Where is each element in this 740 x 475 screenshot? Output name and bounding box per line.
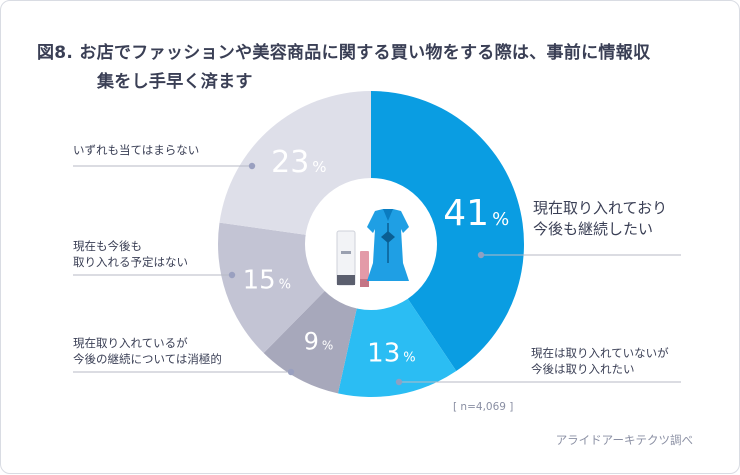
leader-dot-will-adopt — [395, 378, 403, 386]
slice-value-none-apply: 23% — [271, 145, 326, 180]
title-line-1: 図8. お店でファッションや美容商品に関する買い物をする際は、事前に情報収 — [37, 43, 651, 63]
slice-label-none-apply: いずれも当てはまらない — [73, 143, 200, 157]
chart-title: 図8. お店でファッションや美容商品に関する買い物をする際は、事前に情報収 集を… — [37, 39, 650, 97]
slice-value-reluctant: 9% — [304, 327, 334, 355]
fashion-beauty-illustration — [336, 209, 409, 287]
slice-label-no-plan: 現在も今後も 取り入れる予定はない — [73, 239, 188, 269]
slice-label-reluctant: 現在取り入れているが 今後の継続については消極的 — [73, 336, 222, 366]
slice-continue — [371, 91, 524, 372]
slice-label-continue: 現在取り入れており 今後も継続したい — [533, 199, 668, 238]
leader-dot-none-apply — [248, 162, 256, 170]
leader-dot-reluctant — [287, 368, 295, 376]
donut-hole — [305, 178, 437, 310]
slice-value-will-adopt: 13% — [367, 338, 415, 368]
slice-label-will-adopt: 現在は取り入れていないが 今後は取り入れたい — [531, 346, 669, 376]
leader-dot-no-plan — [228, 271, 236, 279]
leader-dot-continue — [477, 251, 485, 259]
slice-value-continue: 41% — [443, 193, 509, 234]
source-credit: アライドアーキテクツ調べ — [555, 433, 693, 447]
slice-value-no-plan: 15% — [243, 266, 291, 296]
title-line-2: 集をし手早く済ます — [97, 72, 253, 92]
sample-size-note: [ n=4,069 ] — [453, 401, 514, 413]
